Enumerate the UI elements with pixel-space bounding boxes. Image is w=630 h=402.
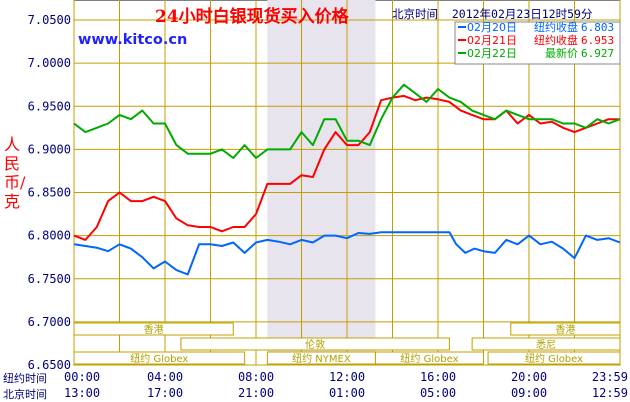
shaded-region bbox=[267, 0, 376, 365]
session-frame bbox=[471, 337, 621, 351]
bj-time-row-label: 北京时间 bbox=[3, 388, 47, 401]
ny-time-row-label: 纽约时间 bbox=[3, 372, 47, 385]
price-series bbox=[73, 83, 621, 276]
legend-value: 6.927 bbox=[581, 47, 614, 60]
session-box: 纽约 Globex bbox=[73, 351, 246, 365]
y-tick-label: 6.6500 bbox=[28, 358, 71, 372]
session-frame bbox=[510, 322, 621, 336]
session-frame bbox=[487, 351, 621, 365]
y-tick-label: 7.0000 bbox=[28, 56, 71, 70]
grid bbox=[73, 0, 621, 366]
legend-value: 6.953 bbox=[581, 34, 614, 47]
series-line-2 bbox=[73, 83, 621, 159]
city-label: 北京时间 bbox=[392, 7, 438, 21]
site-watermark: www.kitco.cn bbox=[78, 32, 188, 48]
y-tick-label: 6.8000 bbox=[28, 229, 71, 243]
session-label: 香港 bbox=[555, 324, 575, 336]
session-box: 悉尼 bbox=[471, 337, 621, 351]
session-box: 香港 bbox=[73, 322, 234, 336]
x-tick-bj: 12:59 bbox=[592, 386, 628, 400]
legend-desc: 纽约收盘 bbox=[534, 33, 578, 47]
y-tick-label: 6.7500 bbox=[28, 272, 71, 286]
session-label: 伦敦 bbox=[305, 338, 325, 351]
x-tick-ny: 12:00 bbox=[329, 370, 365, 384]
session-box: 纽约 NYMEX bbox=[266, 351, 376, 365]
session-frame bbox=[73, 322, 234, 336]
session-frame bbox=[73, 351, 246, 365]
nymex-session-shade bbox=[267, 0, 376, 365]
series-line-1 bbox=[73, 94, 620, 241]
legend-value: 6.803 bbox=[581, 21, 614, 34]
session-label: 香港 bbox=[144, 324, 164, 336]
x-tick-bj: 09:00 bbox=[511, 386, 547, 400]
series-line-0 bbox=[73, 231, 621, 276]
x-tick-ny: 23:59 bbox=[592, 370, 628, 384]
session-label: 悉尼 bbox=[536, 339, 556, 351]
session-label: 纽约 Globex bbox=[130, 352, 188, 365]
x-tick-ny: 16:00 bbox=[420, 370, 456, 384]
legend-date: 02月21日 bbox=[467, 34, 517, 47]
x-tick-ny: 08:00 bbox=[238, 370, 274, 384]
session-box: 伦敦 bbox=[180, 337, 450, 351]
session-box: 纽约 Globex bbox=[374, 351, 484, 365]
legend-date: 02月20日 bbox=[467, 21, 517, 34]
header-datetime: 北京时间 2012年02月23日12时59分 bbox=[392, 6, 592, 22]
x-tick-ny: 04:00 bbox=[147, 370, 183, 384]
session-label: 纽约 Globex bbox=[400, 352, 458, 365]
chart-title: 24小时白银现货买入价格 bbox=[155, 7, 349, 27]
x-tick-bj: 17:00 bbox=[147, 386, 183, 400]
session-frame bbox=[180, 337, 450, 351]
x-axis-tick-labels: 00:00 13:00 04:00 17:00 08:00 21:00 12:00 01:00… bbox=[64, 370, 628, 400]
x-tick-bj: 13:00 bbox=[64, 386, 100, 400]
x-tick-bj: 01:00 bbox=[329, 386, 365, 400]
y-tick-label: 6.9000 bbox=[28, 142, 71, 156]
y-axis-tick-labels: 7.0500 7.0000 6.9500 6.9000 6.8500 6.8000 6.75… bbox=[28, 13, 71, 372]
x-tick-bj: 05:00 bbox=[420, 386, 456, 400]
x-tick-ny: 20:00 bbox=[511, 370, 547, 384]
session-label: 纽约 Globex bbox=[525, 352, 583, 365]
y-tick-label: 7.0500 bbox=[28, 13, 71, 27]
legend-desc: 纽约收盘 bbox=[534, 20, 578, 34]
datetime-value: 2012年02月23日12时59分 bbox=[451, 7, 593, 21]
y-tick-label: 6.9500 bbox=[28, 99, 71, 113]
x-tick-bj: 21:00 bbox=[238, 386, 274, 400]
y-tick-label: 6.7000 bbox=[28, 315, 71, 329]
session-box: 香港 bbox=[510, 322, 621, 336]
session-box: 纽约 Globex bbox=[487, 351, 621, 365]
session-frame bbox=[374, 351, 484, 365]
y-axis-label: 人民币/克 bbox=[4, 135, 26, 211]
session-label: 纽约 NYMEX bbox=[292, 352, 351, 365]
y-tick-label: 6.8500 bbox=[28, 186, 71, 200]
legend-desc: 最新价 bbox=[545, 46, 578, 60]
x-tick-ny: 00:00 bbox=[64, 370, 100, 384]
legend-date: 02月22日 bbox=[467, 47, 517, 60]
